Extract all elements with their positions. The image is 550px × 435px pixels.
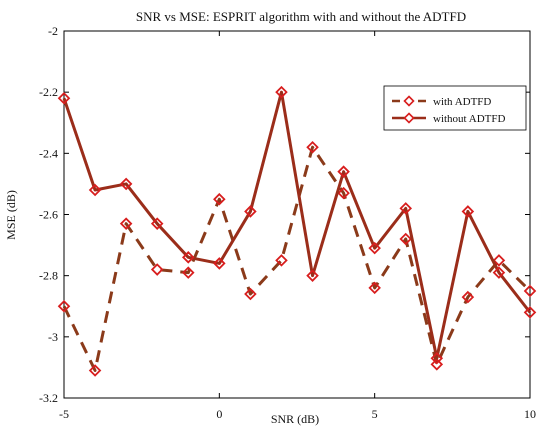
data-point-without-adtfd [150,217,164,230]
data-point-without-adtfd [523,306,537,319]
data-point-without-adtfd [213,257,226,270]
y-tick-label: -2 [48,24,58,38]
chart-title: SNR vs MSE: ESPRIT algorithm with and wi… [136,9,466,24]
legend: with ADTFD without ADTFD [383,85,527,131]
data-point-with-adtfd [461,290,475,304]
legend-marker-with-adtfd [403,95,415,107]
data-point-without-adtfd [337,165,350,178]
data-point-with-adtfd [337,186,350,200]
data-point-without-adtfd [275,85,288,99]
series-line-without-adtfd [62,90,532,360]
data-point-with-adtfd [368,281,381,295]
y-tick-label: -2.8 [39,269,58,283]
x-axis-label: SNR (dB) [271,412,319,426]
data-point-with-adtfd [213,192,226,206]
data-point-without-adtfd [306,269,319,282]
data-point-with-adtfd [275,254,288,267]
data-point-without-adtfd [399,202,413,215]
data-point-without-adtfd [430,351,444,365]
y-tick-label: -3.2 [39,391,58,405]
y-axis-label: MSE (dB) [4,190,18,240]
data-point-without-adtfd [461,205,475,218]
data-point-with-adtfd [119,217,133,230]
y-tick-label: -3 [48,330,58,344]
data-point-without-adtfd [88,183,102,197]
legend-marker-without-adtfd [403,112,415,124]
data-point-with-adtfd [181,266,195,279]
data-point-with-adtfd [88,364,102,377]
x-tick-label: 10 [524,407,536,421]
x-axis: -5 0 5 10 [59,31,536,421]
y-tick-label: -2.4 [39,146,58,160]
x-tick-label: -5 [59,407,69,421]
series-line-with-adtfd [62,145,532,372]
data-point-without-adtfd [119,177,133,191]
y-axis: -3.2 -3 -2.8 -2.6 -2.4 -2.2 -2 [39,24,530,405]
data-point-with-adtfd [399,232,413,246]
data-point-without-adtfd [244,205,257,218]
legend-label-without-adtfd: without ADTFD [433,113,505,125]
data-point-with-adtfd [523,284,537,298]
data-point-without-adtfd [57,92,71,105]
y-tick-label: -2.6 [39,208,58,222]
legend-box [383,85,527,131]
x-tick-label: 5 [372,407,378,421]
legend-label-with-adtfd: with ADTFD [433,96,491,108]
data-point-with-adtfd [430,358,444,371]
x-tick-label: 0 [216,407,222,421]
data-point-without-adtfd [368,241,381,255]
data-point-with-adtfd [150,263,164,276]
y-tick-label: -2.2 [39,85,58,99]
data-point-without-adtfd [181,251,195,264]
data-point-with-adtfd [306,140,319,154]
data-point-with-adtfd [244,287,257,301]
data-point-without-adtfd [492,266,506,279]
data-point-with-adtfd [492,254,506,267]
series-layer [57,85,537,377]
data-point-with-adtfd [57,299,71,313]
